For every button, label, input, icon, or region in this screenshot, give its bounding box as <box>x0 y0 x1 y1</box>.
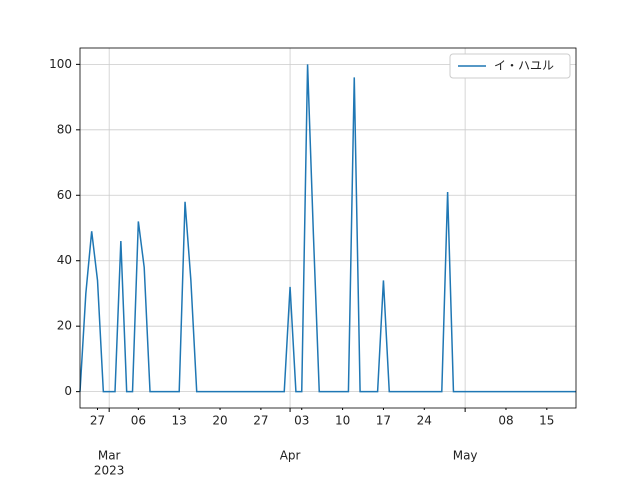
y-tick-label: 100 <box>49 57 72 71</box>
legend-label: イ・ハユル <box>494 59 554 73</box>
x-tick-label: 27 <box>253 414 268 428</box>
x-tick-label: 20 <box>212 414 227 428</box>
y-tick-label: 20 <box>57 319 72 333</box>
plot-frame <box>79 47 577 409</box>
x-tick-label: May <box>453 449 478 463</box>
line <box>79 64 576 393</box>
x-tick-label: 15 <box>539 414 554 428</box>
x-tick-label: 17 <box>376 414 391 428</box>
x-tick-label: 24 <box>417 414 432 428</box>
y-tick-label: 40 <box>57 253 72 267</box>
x-tick-label: 10 <box>335 414 350 428</box>
x-tick-label: Mar <box>98 449 121 463</box>
x-offset-label: 2023 <box>94 464 125 478</box>
x-tick-label: 03 <box>294 414 309 428</box>
y-tick-label: 0 <box>64 384 72 398</box>
y-tick-label: 80 <box>57 122 72 136</box>
x-tick-label: 13 <box>172 414 187 428</box>
x-tick-label: 06 <box>131 414 146 428</box>
legend-box <box>449 53 571 79</box>
x-tick-label: 08 <box>498 414 513 428</box>
y-tick-label: 60 <box>57 188 72 202</box>
x-tick-label: Apr <box>280 449 301 463</box>
x-tick-label: 27 <box>90 414 105 428</box>
